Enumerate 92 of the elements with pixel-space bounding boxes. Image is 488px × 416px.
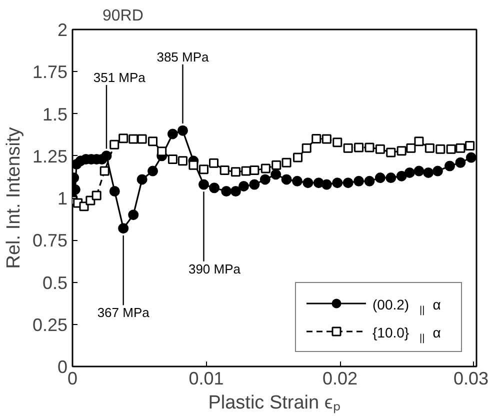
point bbox=[230, 186, 241, 196]
point bbox=[432, 166, 443, 176]
point bbox=[249, 179, 260, 190]
point bbox=[364, 176, 375, 186]
point bbox=[110, 140, 120, 150]
annotation: 351 MPa bbox=[93, 70, 146, 85]
point bbox=[272, 160, 282, 170]
y-tick-label: 0.5 bbox=[42, 272, 68, 293]
point bbox=[92, 190, 102, 200]
point bbox=[293, 152, 303, 162]
point bbox=[396, 146, 406, 156]
point bbox=[100, 166, 110, 176]
point bbox=[406, 143, 416, 153]
point bbox=[396, 170, 407, 182]
y-tick-label: 1.25 bbox=[32, 146, 68, 166]
point bbox=[168, 154, 178, 164]
point bbox=[404, 167, 415, 178]
y-tick-label: 1.5 bbox=[42, 104, 68, 124]
point bbox=[167, 128, 178, 140]
point bbox=[109, 186, 120, 196]
point bbox=[456, 143, 466, 153]
legend-label: {10.0}|| α bbox=[372, 324, 441, 344]
point bbox=[177, 125, 188, 136]
point bbox=[444, 160, 455, 172]
point bbox=[375, 144, 385, 154]
y-tick-label: 1 bbox=[57, 188, 68, 208]
point bbox=[386, 172, 396, 184]
point bbox=[128, 134, 138, 144]
point bbox=[128, 210, 139, 220]
point bbox=[250, 165, 260, 175]
point bbox=[466, 152, 476, 163]
point bbox=[343, 143, 353, 153]
point bbox=[260, 164, 270, 174]
point bbox=[238, 180, 249, 192]
point bbox=[188, 160, 198, 170]
chart-title: 90RD bbox=[102, 8, 144, 24]
point bbox=[321, 179, 332, 190]
point bbox=[302, 178, 314, 188]
point bbox=[198, 164, 208, 174]
point bbox=[414, 136, 424, 146]
point bbox=[101, 150, 112, 162]
point bbox=[322, 134, 332, 144]
point bbox=[354, 142, 364, 152]
point bbox=[423, 167, 434, 178]
y-tick-label: 0.25 bbox=[32, 314, 68, 335]
annotation: 367 MPa bbox=[97, 305, 150, 320]
legend-label: (00.2)|| α bbox=[372, 296, 441, 316]
point bbox=[436, 144, 446, 154]
point bbox=[209, 182, 220, 194]
point bbox=[198, 179, 209, 190]
y-tick-label: 0.75 bbox=[32, 230, 68, 251]
point bbox=[148, 166, 158, 176]
point bbox=[118, 223, 129, 234]
point bbox=[282, 158, 292, 168]
point bbox=[292, 176, 302, 186]
point bbox=[220, 165, 230, 175]
point bbox=[465, 141, 475, 151]
x-tick-label: 0.01 bbox=[188, 368, 224, 388]
x-tick-label: 0.02 bbox=[322, 368, 358, 388]
y-axis-title: Rel. Int. Intensity bbox=[3, 126, 24, 269]
point bbox=[374, 172, 386, 184]
point bbox=[157, 146, 167, 156]
point bbox=[209, 158, 219, 168]
point bbox=[302, 143, 312, 153]
point bbox=[455, 157, 466, 168]
y-tick-label: 1.75 bbox=[32, 62, 68, 82]
point bbox=[137, 134, 147, 144]
point bbox=[414, 166, 424, 176]
point bbox=[313, 178, 324, 188]
point bbox=[178, 156, 188, 166]
point bbox=[230, 167, 240, 177]
point bbox=[424, 143, 434, 153]
point bbox=[386, 148, 396, 158]
point bbox=[118, 134, 128, 144]
point bbox=[270, 169, 282, 180]
y-tick-label: 2 bbox=[57, 20, 68, 40]
x-axis-title: Plastic Strain ϵₚ bbox=[208, 392, 341, 414]
point bbox=[221, 186, 232, 196]
point bbox=[332, 138, 342, 148]
point bbox=[364, 142, 374, 152]
x-tick-label: 0.03 bbox=[453, 368, 488, 388]
point bbox=[342, 178, 354, 188]
point bbox=[136, 174, 148, 185]
point bbox=[260, 174, 270, 185]
point bbox=[446, 144, 456, 154]
annotation: 385 MPa bbox=[156, 49, 210, 64]
point bbox=[332, 178, 343, 188]
annotation: 390 MPa bbox=[188, 261, 242, 276]
point bbox=[354, 176, 364, 186]
point bbox=[281, 174, 292, 185]
point bbox=[148, 136, 158, 146]
point bbox=[312, 134, 322, 144]
